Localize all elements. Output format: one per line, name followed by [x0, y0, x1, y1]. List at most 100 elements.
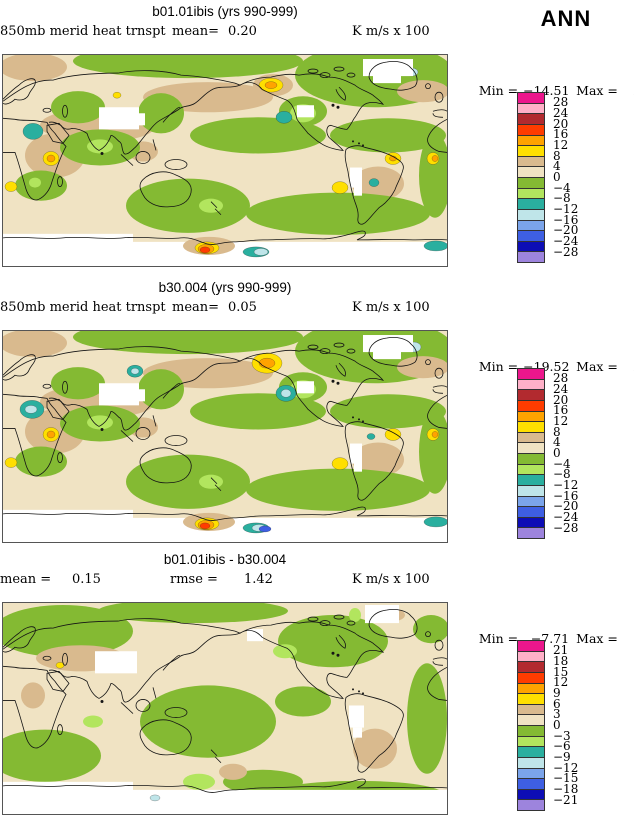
mean-value: 0.15: [72, 572, 101, 587]
colorbar-tick-label: −21: [553, 792, 579, 807]
colorbar-tick-label: 12: [553, 675, 569, 690]
colorbar-tick-label: −18: [553, 782, 579, 797]
world-map-b-svg: [3, 331, 447, 542]
colorbar-tick-label: 3: [553, 707, 561, 722]
rmse-label: rmse =: [170, 572, 218, 587]
colorbar-tick-label: 20: [553, 116, 569, 131]
mean-value: 0.20: [228, 24, 257, 39]
colorbar-tick-label: 9: [553, 685, 561, 700]
colorbar-tick-label: 16: [553, 127, 569, 142]
colorbar-tick-label: 28: [553, 95, 569, 110]
colorbar-cell: [518, 496, 544, 508]
colorbar-cell: [518, 672, 544, 684]
colorbar-cell: [518, 124, 544, 136]
world-map-b: [2, 330, 448, 543]
colorbar-tick-label: −12: [553, 202, 579, 217]
colorbar-cell: [518, 454, 544, 465]
colorbar-tick-label: −16: [553, 212, 579, 227]
panel-a-stats-row: 850mb merid heat trnspt mean= 0.20 K m/s…: [0, 24, 634, 41]
colorbar-cell: [518, 736, 544, 748]
world-map-a-svg: [3, 55, 447, 266]
variable-label: 850mb merid heat trnspt: [0, 24, 166, 39]
colorbar-cell: [518, 694, 544, 705]
colorbar-tick-label: −16: [553, 488, 579, 503]
colorbar-cell: [518, 146, 544, 157]
colorbar-cell: [518, 768, 544, 780]
colorbar-diff: 21 18 15 12 9 6 3 0 −3 −6 −9 −12 −15 −18 −21: [517, 640, 634, 811]
min-label: Min =: [478, 631, 519, 646]
colorbar-tick-label: 6: [553, 696, 561, 711]
panel-difference: b01.01ibis - b30.004 mean = 0.15 rmse = …: [0, 548, 634, 823]
colorbar-tick-label: −24: [553, 234, 579, 249]
max-label: Max =: [576, 631, 618, 646]
colorbar-cell: [518, 757, 544, 769]
colorbar-cell: [518, 379, 544, 391]
colorbar-tick-label: −9: [553, 750, 571, 765]
colorbar-tick-label: 0: [553, 446, 561, 460]
colorbar-tick-label: −4: [553, 456, 571, 471]
colorbar-cell: [518, 704, 544, 716]
panel-b-stats-row: 850mb merid heat trnspt mean= 0.05 K m/s…: [0, 300, 634, 317]
colorbar-cell: [518, 432, 544, 444]
colorbar-cell: [518, 390, 544, 401]
colorbar-cell: [518, 641, 544, 652]
colorbar-tick-label: −12: [553, 760, 579, 775]
colorbar-tick-label: 21: [553, 643, 569, 658]
panel-model-b: b30.004 (yrs 990-999) 850mb merid heat t…: [0, 276, 634, 552]
colorbar-swatches: [517, 368, 545, 539]
world-map-a: [2, 54, 448, 267]
season-label: ANN: [540, 6, 592, 31]
max-label: Max =: [576, 83, 618, 98]
colorbar-cell: [518, 651, 544, 663]
max-label: Max =: [576, 359, 618, 374]
min-label: Min =: [478, 83, 519, 98]
colorbar-tick-label: 16: [553, 403, 569, 418]
colorbar-cell: [518, 422, 544, 433]
colorbar-cell: [518, 188, 544, 200]
colorbar-a: 28 24 20 16 12 8 4 0 −4 −8 −12 −16 −20 −24 −28: [517, 92, 634, 263]
colorbar-tick-label: −8: [553, 467, 571, 482]
colorbar-tick-label: 0: [553, 718, 561, 732]
colorbar-cell: [518, 443, 544, 454]
colorbar-tick-label: 8: [553, 424, 561, 439]
colorbar-swatches: [517, 92, 545, 263]
colorbar-tick-label: 20: [553, 392, 569, 407]
colorbar-tick-label: 24: [553, 381, 569, 396]
mean-label: mean=: [172, 300, 220, 315]
colorbar-cell: [518, 178, 544, 189]
colorbar-cell: [518, 231, 544, 242]
colorbar-cell: [518, 715, 544, 726]
colorbar-cell: [518, 528, 544, 538]
rmse-value: 1.42: [244, 572, 273, 587]
colorbar-swatches: [517, 640, 545, 811]
world-map-diff-svg: [3, 603, 447, 814]
colorbar-tick-label: −28: [553, 244, 579, 259]
colorbar-tick-label: 12: [553, 413, 569, 428]
colorbar-cell: [518, 800, 544, 810]
colorbar-cell: [518, 252, 544, 262]
colorbar-tick-label: −24: [553, 510, 579, 525]
panel-a-title: b01.01ibis (yrs 990-999): [152, 4, 298, 19]
mean-label: mean=: [172, 24, 220, 39]
colorbar-tick-label: 0: [553, 170, 561, 184]
colorbar-cell: [518, 683, 544, 695]
colorbar-cell: [518, 167, 544, 178]
colorbar-cell: [518, 220, 544, 232]
colorbar-tick-label: −12: [553, 478, 579, 493]
colorbar-tick-label: −15: [553, 771, 579, 786]
colorbar-tick-label: 24: [553, 105, 569, 120]
colorbar-cell: [518, 93, 544, 104]
colorbar-cell: [518, 747, 544, 758]
units-label: K m/s x 100: [352, 572, 430, 587]
world-map-diff: [2, 602, 448, 815]
colorbar-cell: [518, 135, 544, 147]
colorbar-cell: [518, 114, 544, 125]
colorbar-tick-label: 28: [553, 371, 569, 386]
colorbar-cell: [518, 103, 544, 115]
variable-label: 850mb merid heat trnspt: [0, 300, 166, 315]
colorbar-cell: [518, 199, 544, 210]
colorbar-cell: [518, 369, 544, 380]
colorbar-tick-label: 4: [553, 159, 561, 174]
